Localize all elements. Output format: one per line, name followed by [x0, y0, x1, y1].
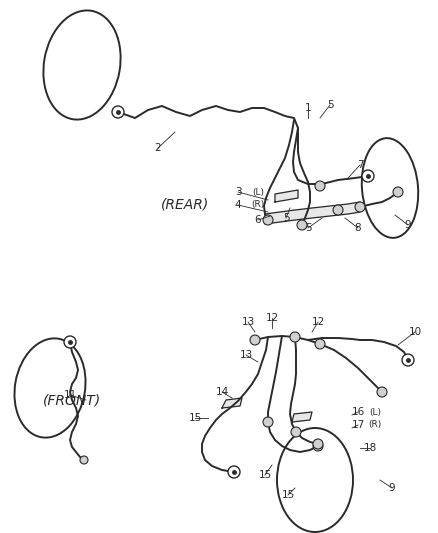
- Text: 11: 11: [64, 390, 77, 400]
- Circle shape: [362, 170, 374, 182]
- Text: 1: 1: [305, 103, 311, 113]
- Text: 3: 3: [235, 187, 241, 197]
- Text: 2: 2: [155, 143, 161, 153]
- Circle shape: [403, 355, 413, 365]
- Text: 15: 15: [188, 413, 201, 423]
- Text: 18: 18: [364, 443, 377, 453]
- Circle shape: [64, 336, 76, 348]
- Circle shape: [315, 181, 325, 191]
- Circle shape: [315, 339, 325, 349]
- Text: 7: 7: [357, 160, 363, 170]
- Text: 15: 15: [281, 490, 295, 500]
- Text: 15: 15: [258, 470, 272, 480]
- Circle shape: [291, 427, 301, 437]
- Circle shape: [263, 417, 273, 427]
- Circle shape: [313, 441, 323, 451]
- Circle shape: [290, 332, 300, 342]
- Text: (L): (L): [252, 188, 264, 197]
- Text: 9: 9: [389, 483, 396, 493]
- Circle shape: [228, 466, 240, 478]
- Text: 5: 5: [327, 100, 333, 110]
- Text: (R): (R): [251, 200, 265, 209]
- Text: 4: 4: [235, 200, 241, 210]
- Circle shape: [355, 202, 365, 212]
- Text: 5: 5: [305, 223, 311, 233]
- Text: 13: 13: [240, 350, 253, 360]
- Text: (R): (R): [368, 421, 381, 430]
- Circle shape: [402, 354, 414, 366]
- Text: 13: 13: [241, 317, 254, 327]
- Text: (REAR): (REAR): [161, 198, 209, 212]
- Text: (L): (L): [369, 408, 381, 416]
- Circle shape: [112, 106, 124, 118]
- Polygon shape: [222, 398, 242, 408]
- Text: 8: 8: [355, 223, 361, 233]
- Text: (FRONT): (FRONT): [43, 393, 101, 407]
- Circle shape: [250, 335, 260, 345]
- Text: 6: 6: [254, 215, 261, 225]
- Text: 14: 14: [215, 387, 229, 397]
- Text: 17: 17: [351, 420, 364, 430]
- Text: 12: 12: [311, 317, 325, 327]
- Text: 12: 12: [265, 313, 279, 323]
- Circle shape: [297, 220, 307, 230]
- Polygon shape: [275, 190, 298, 202]
- Polygon shape: [292, 412, 312, 422]
- Circle shape: [393, 187, 403, 197]
- Text: 9: 9: [405, 220, 411, 230]
- Text: 5: 5: [283, 213, 290, 223]
- Circle shape: [263, 215, 273, 225]
- Polygon shape: [265, 202, 360, 224]
- Circle shape: [229, 467, 239, 477]
- Text: 10: 10: [409, 327, 421, 337]
- Circle shape: [80, 456, 88, 464]
- Circle shape: [313, 439, 323, 449]
- Text: 16: 16: [351, 407, 364, 417]
- Circle shape: [377, 387, 387, 397]
- Circle shape: [333, 205, 343, 215]
